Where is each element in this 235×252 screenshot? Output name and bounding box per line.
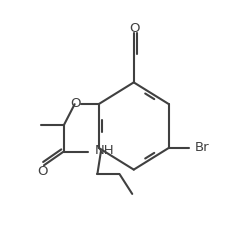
Text: O: O xyxy=(129,22,139,35)
Text: O: O xyxy=(38,165,48,178)
Text: NH: NH xyxy=(95,144,114,157)
Text: O: O xyxy=(70,97,81,110)
Text: Br: Br xyxy=(195,141,210,153)
